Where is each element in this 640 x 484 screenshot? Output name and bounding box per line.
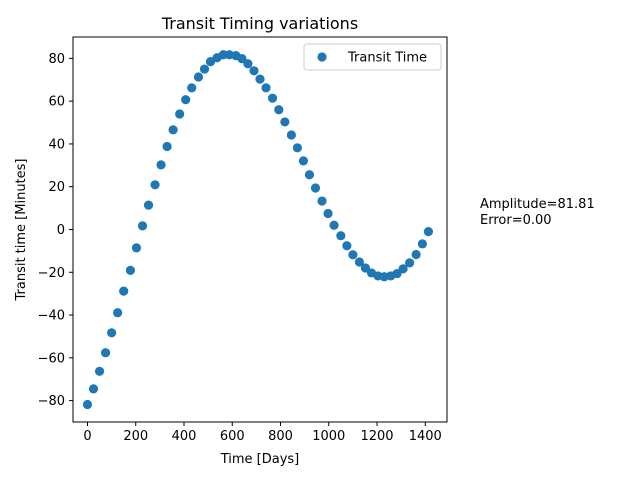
data-point bbox=[329, 220, 339, 230]
chart-title: Transit Timing variations bbox=[161, 14, 358, 33]
data-point bbox=[348, 250, 358, 260]
x-tick-label: 1200 bbox=[360, 429, 393, 444]
error-annotation: Error=0.00 bbox=[480, 213, 552, 228]
plot-area: 0 200 400 600 800 1000 1200 1400 −80 −60 −40 −20 0 20… bbox=[38, 50, 442, 444]
legend-marker bbox=[317, 52, 327, 62]
data-point bbox=[187, 83, 197, 93]
data-point bbox=[304, 170, 315, 180]
data-point bbox=[156, 160, 166, 170]
data-point bbox=[255, 74, 265, 84]
data-point bbox=[199, 64, 210, 74]
y-tick-label: 0 bbox=[57, 223, 65, 238]
x-axis-label: Time [Days] bbox=[220, 452, 300, 467]
data-point bbox=[286, 130, 296, 140]
data-point bbox=[298, 156, 309, 166]
y-tick-label: −40 bbox=[38, 309, 65, 324]
axes-frame bbox=[72, 36, 448, 423]
data-point bbox=[354, 257, 365, 267]
data-point bbox=[131, 243, 142, 253]
data-point bbox=[107, 328, 117, 338]
x-tick-label: 400 bbox=[172, 429, 197, 444]
data-point bbox=[88, 384, 99, 394]
data-point bbox=[398, 264, 408, 274]
y-tick-label: −60 bbox=[38, 351, 65, 366]
y-tick-label: −20 bbox=[38, 266, 65, 281]
x-tick-label: 1000 bbox=[312, 429, 345, 444]
data-point bbox=[243, 59, 253, 69]
y-tick-label: −80 bbox=[38, 394, 65, 409]
y-tick-label: 20 bbox=[48, 180, 65, 195]
data-point bbox=[162, 141, 172, 152]
data-point bbox=[237, 54, 247, 64]
data-point bbox=[336, 231, 346, 241]
data-point bbox=[100, 348, 111, 358]
data-point bbox=[280, 117, 290, 127]
data-point bbox=[317, 196, 327, 206]
data-point bbox=[323, 208, 333, 219]
data-point bbox=[125, 265, 136, 275]
data-point bbox=[405, 258, 415, 268]
data-point bbox=[417, 239, 427, 249]
x-tick-label: 1400 bbox=[409, 429, 442, 444]
data-point bbox=[137, 221, 148, 231]
x-tick-label: 800 bbox=[268, 429, 293, 444]
x-tick-label: 600 bbox=[220, 429, 245, 444]
data-point bbox=[342, 241, 352, 251]
data-point bbox=[82, 399, 93, 410]
x-tick-label: 200 bbox=[123, 429, 148, 444]
legend-label: Transit Time bbox=[347, 51, 427, 66]
data-point bbox=[119, 286, 129, 296]
amplitude-annotation: Amplitude=81.81 bbox=[480, 197, 595, 212]
data-point bbox=[168, 125, 178, 135]
x-tick-label: 0 bbox=[83, 429, 91, 444]
y-tick-label: 80 bbox=[48, 52, 65, 67]
data-point bbox=[423, 227, 434, 237]
data-point bbox=[411, 249, 421, 260]
data-point bbox=[274, 105, 284, 115]
y-tick-label: 60 bbox=[48, 95, 65, 110]
data-point bbox=[310, 183, 321, 193]
y-axis-label: Transit time [Minutes] bbox=[14, 158, 29, 301]
data-point bbox=[150, 180, 160, 190]
legend-box bbox=[303, 43, 442, 71]
y-tick-label: 40 bbox=[48, 137, 65, 152]
legend: Transit Time bbox=[303, 43, 442, 71]
data-point bbox=[143, 200, 154, 210]
data-point bbox=[267, 93, 278, 103]
data-point bbox=[249, 66, 259, 76]
data-point bbox=[181, 95, 191, 105]
data-point bbox=[94, 366, 105, 376]
data-point bbox=[292, 143, 302, 153]
data-point bbox=[261, 83, 271, 93]
data-point bbox=[113, 308, 123, 318]
data-point bbox=[193, 72, 204, 82]
data-point bbox=[175, 109, 185, 119]
